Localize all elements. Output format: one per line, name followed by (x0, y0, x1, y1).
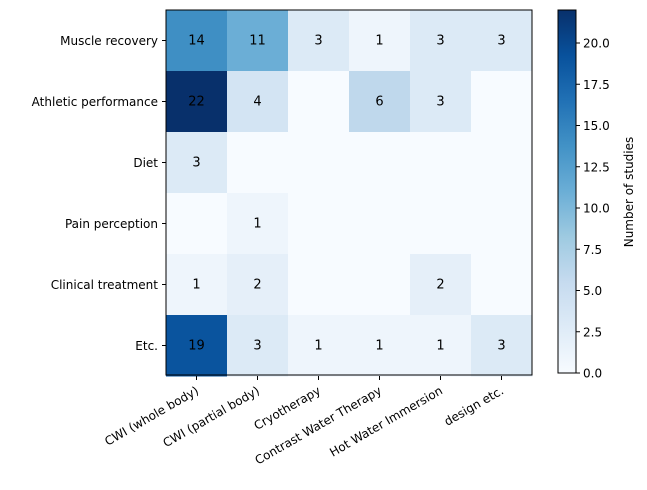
colorbar (557, 9, 577, 374)
heatmap-cell (227, 71, 289, 133)
heatmap-cell (166, 132, 228, 194)
y-axis: Muscle recovery Athletic performance Diet P… (32, 34, 166, 353)
colorbar-tick-label: 10.0 (583, 202, 610, 216)
cell-value-label: 3 (436, 34, 444, 49)
y-tick-label: Diet (133, 156, 158, 170)
heatmap-cell (349, 254, 411, 316)
cell-value-label: 1 (314, 339, 322, 354)
heatmap-cell (227, 193, 289, 255)
y-tick-label: Muscle recovery (60, 34, 158, 48)
cell-value-label: 1 (375, 339, 383, 354)
colorbar-tick-label: 12.5 (583, 160, 610, 174)
cell-value-label: 11 (249, 34, 266, 49)
heatmap-cell (227, 254, 289, 316)
heatmap-cell (471, 10, 533, 72)
heatmap-cell (349, 10, 411, 72)
colorbar-tick-label: 15.0 (583, 119, 610, 133)
heatmap-cell (349, 132, 411, 194)
heatmap-cell (410, 193, 472, 255)
x-tick-label: design etc. (442, 383, 506, 428)
heatmap-cell (288, 10, 350, 72)
colorbar-tick-label: 0.0 (583, 367, 602, 381)
heatmap-cell (288, 71, 350, 133)
heatmap-cell (166, 254, 228, 316)
plot-frame (165, 9, 533, 376)
y-tick-label: Pain perception (65, 217, 158, 231)
heatmap-cell (471, 71, 533, 133)
y-tick-label: Etc. (135, 339, 158, 353)
cell-value-label: 4 (253, 95, 261, 110)
cell-value-label: 3 (314, 34, 322, 49)
colorbar-tick-label: 7.5 (583, 243, 602, 257)
colorbar-tick-label: 17.5 (583, 78, 610, 92)
x-axis: CWI (whole body)CWI (partial body)Cryoth… (102, 376, 506, 467)
heatmap-cell (349, 193, 411, 255)
heatmap-cell (410, 71, 472, 133)
y-tick-label: Athletic performance (32, 95, 158, 109)
heatmap-cell (288, 193, 350, 255)
cell-value-label: 1 (436, 339, 444, 354)
colorbar-tick-label: 2.5 (583, 325, 602, 339)
heatmap-cell (471, 254, 533, 316)
cell-value-label: 19 (188, 339, 205, 354)
heatmap-cell (349, 71, 411, 133)
heatmap-cell (166, 193, 228, 255)
heatmap-cell (227, 315, 289, 377)
heatmap-cell (227, 132, 289, 194)
cell-value-label: 3 (497, 339, 505, 354)
heatmap-cell (288, 132, 350, 194)
cell-value-label: 3 (436, 95, 444, 110)
cell-value-label: 1 (375, 34, 383, 49)
colorbar-label: Number of studies (622, 137, 636, 248)
heatmap-cell (410, 315, 472, 377)
cell-value-label: 3 (497, 34, 505, 49)
cell-value-label: 3 (192, 156, 200, 171)
cell-value-label: 3 (253, 339, 261, 354)
heatmap-cell (471, 132, 533, 194)
colorbar-tick-label: 5.0 (583, 284, 602, 298)
colorbar-tick-label: 20.0 (583, 37, 610, 51)
x-tick-label: Hot Water Immersion (327, 383, 445, 459)
heatmap-cell (288, 254, 350, 316)
cell-value-label: 6 (375, 95, 383, 110)
heatmap-cell (166, 10, 228, 72)
heatmap-cell (410, 254, 472, 316)
cell-value-label: 22 (188, 95, 205, 110)
heatmap-cell (471, 315, 533, 377)
cell-value-label: 1 (192, 278, 200, 293)
heatmap-cell (166, 315, 228, 377)
heatmap-cell (227, 10, 289, 72)
colorbar-ticks: 0.0 2.5 5.0 7.5 10.0 12.5 15.0 17.5 20.0 (576, 37, 610, 381)
heatmap-cell (288, 315, 350, 377)
cell-value-label: 2 (436, 278, 444, 293)
cell-value-label: 2 (253, 278, 261, 293)
cell-value-label: 14 (188, 34, 205, 49)
heatmap-cell (471, 193, 533, 255)
heatmap-cell (410, 132, 472, 194)
y-tick-label: Clinical treatment (51, 278, 159, 292)
cell-value-label: 1 (253, 217, 261, 232)
heatmap-cells (166, 10, 533, 377)
heatmap-cell (166, 71, 228, 133)
heatmap-cell (349, 315, 411, 377)
heatmap-cell (410, 10, 472, 72)
